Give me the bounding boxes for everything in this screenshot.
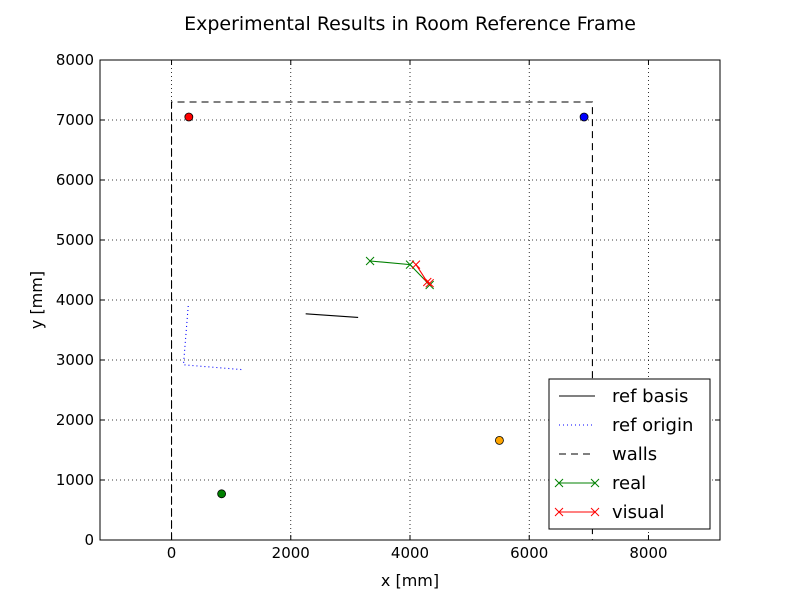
legend: ref basis ref origin walls real visual <box>548 378 711 530</box>
series-visual-line <box>415 264 430 284</box>
y-axis-label: y [mm] <box>27 271 46 329</box>
data-point <box>184 112 194 122</box>
legend-label-visual: visual <box>612 502 664 523</box>
y-tick-label: 7000 <box>56 111 94 129</box>
legend-marker-real <box>554 478 564 488</box>
y-tick-label: 5000 <box>56 231 94 249</box>
legend-marker-visual <box>554 507 564 517</box>
series-visual-marker <box>425 278 435 288</box>
series-visual-marker <box>411 260 421 269</box>
series-real-marker <box>365 256 375 266</box>
legend-label-walls: walls <box>612 444 657 465</box>
legend-marker-real <box>590 478 600 488</box>
series-real-line <box>370 260 431 286</box>
y-tick-label: 0 <box>84 531 94 549</box>
data-point <box>495 435 504 445</box>
x-tick-label: 6000 <box>510 544 548 562</box>
y-tick-label: 6000 <box>56 171 94 189</box>
series-ref-basis-line <box>305 313 359 318</box>
chart-title: Experimental Results in Room Reference F… <box>184 13 636 35</box>
y-tick-label: 3000 <box>56 351 94 369</box>
x-axis-label: x [mm] <box>381 571 439 590</box>
data-point <box>579 112 589 122</box>
y-tick-label: 2000 <box>56 411 94 429</box>
plot-data <box>170 101 593 540</box>
y-tick-label: 4000 <box>56 291 94 309</box>
legend-marker-visual <box>590 507 600 517</box>
legend-label-real: real <box>612 473 646 494</box>
legend-label-ref-basis: ref basis <box>612 386 688 407</box>
x-tick-label: 8000 <box>629 544 667 562</box>
series-visual-marker <box>422 277 432 287</box>
x-tick-label: 0 <box>167 544 177 562</box>
series-walls-line <box>170 101 593 540</box>
y-tick-label: 8000 <box>56 51 94 69</box>
y-tick-label: 1000 <box>56 471 94 489</box>
x-tick-label: 4000 <box>391 544 429 562</box>
x-tick-label: 2000 <box>272 544 310 562</box>
axis-ticks: 0 2000 4000 6000 8000 0 1000 2000 3000 4000 5000 60… <box>56 51 720 562</box>
data-point <box>217 489 227 499</box>
legend-label-ref-origin: ref origin <box>612 415 693 436</box>
